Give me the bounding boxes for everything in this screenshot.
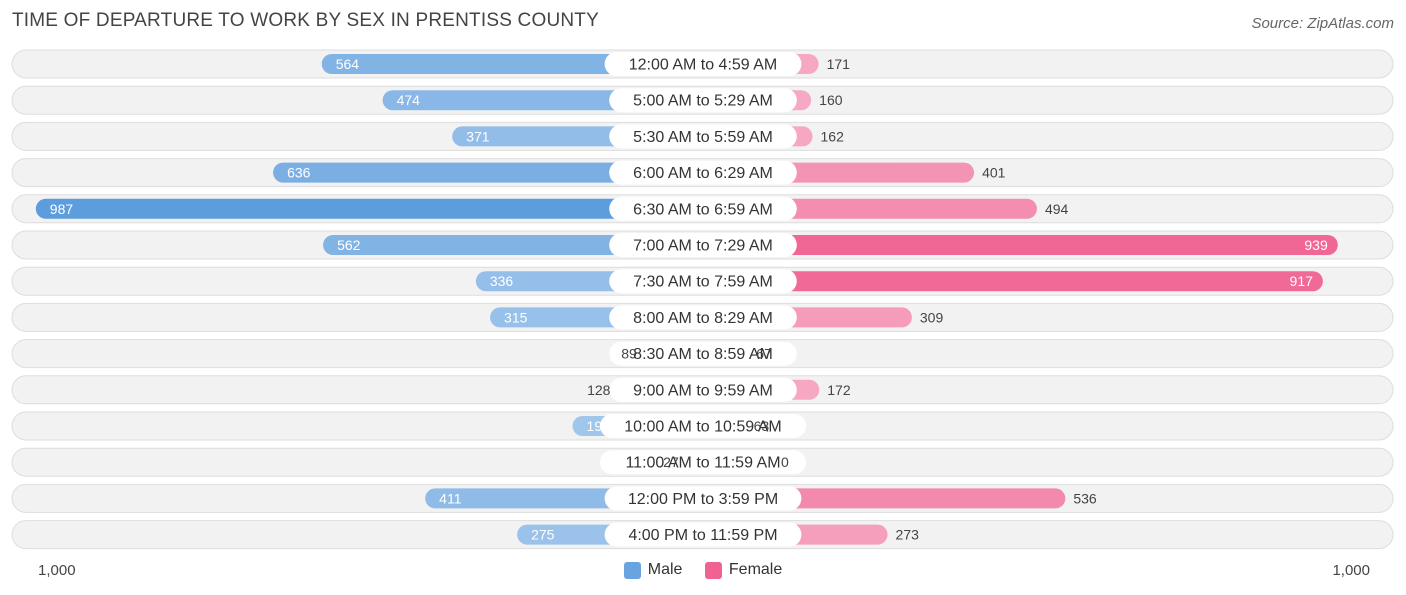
female-value-label: 162: [821, 128, 845, 144]
female-value-label: 67: [756, 346, 772, 362]
male-value-label: 315: [504, 309, 528, 325]
legend-male-label: Male: [647, 561, 683, 578]
category-label-pill: [600, 414, 806, 438]
category-label: 7:00 AM to 7:29 AM: [633, 238, 773, 255]
chart-row: 7:00 AM to 7:29 AM 562 939: [11, 230, 1394, 260]
bar-male: [35, 198, 703, 219]
category-label: 5:00 AM to 5:29 AM: [633, 93, 773, 110]
male-value-label: 636: [287, 165, 311, 181]
female-swatch: [704, 561, 722, 579]
bar-male: [273, 162, 703, 183]
chart-row: 8:00 AM to 8:29 AM 315 309: [11, 302, 1394, 332]
chart-row: 5:00 AM to 5:29 AM 474 160: [11, 85, 1394, 115]
category-label: 6:30 AM to 6:59 AM: [633, 201, 773, 218]
category-label: 5:30 AM to 5:59 AM: [633, 129, 773, 146]
male-swatch: [623, 561, 641, 579]
bar-female: [703, 271, 1323, 292]
category-label: 12:00 PM to 3:59 PM: [628, 491, 778, 508]
male-value-label: 193: [587, 418, 611, 434]
female-value-label: 917: [1290, 273, 1314, 289]
female-value-label: 160: [819, 92, 843, 108]
male-value-label: 411: [439, 490, 462, 506]
category-label-pill: [609, 341, 797, 366]
male-value-label: 27: [663, 454, 679, 470]
category-label-pill: [604, 522, 802, 547]
category-label-pill: [600, 450, 806, 475]
chart-row: 12:00 AM to 4:59 AM 564 171: [11, 49, 1394, 79]
chart-row: 7:30 AM to 7:59 AM 336 917: [11, 266, 1394, 296]
female-value-label: 536: [1073, 490, 1097, 506]
male-value-label: 987: [50, 201, 74, 217]
female-value-label: 172: [827, 382, 851, 398]
chart-row: 9:00 AM to 9:59 AM 128 172: [11, 375, 1394, 405]
female-value-label: 273: [896, 527, 920, 543]
male-value-label: 474: [397, 92, 421, 108]
female-value-label: 63: [754, 418, 770, 434]
source-label: Source: ZipAtlas.com: [1251, 15, 1394, 32]
female-value-label: 939: [1304, 237, 1328, 253]
male-value-label: 562: [337, 237, 361, 253]
category-label-pill: [609, 196, 797, 221]
chart-row: 5:30 AM to 5:59 AM 371 162: [11, 121, 1394, 151]
category-label-pill: [609, 377, 797, 402]
male-value-label: 275: [531, 527, 555, 543]
chart-row: 10:00 AM to 10:59 AM 193 63: [11, 411, 1394, 441]
bar-female: [703, 235, 1338, 255]
category-label-pill: [609, 160, 797, 185]
male-value-label: 336: [490, 273, 514, 289]
chart-title: TIME OF DEPARTURE TO WORK BY SEX IN PREN…: [12, 10, 599, 31]
legend-item-male: Male: [623, 561, 683, 579]
chart-row: 12:00 PM to 3:59 PM 411 536: [11, 483, 1394, 513]
bar-male: [323, 235, 703, 255]
category-label-pill: [609, 124, 797, 149]
category-label-pill: [609, 305, 797, 330]
legend-female-label: Female: [728, 561, 783, 578]
category-label: 8:30 AM to 8:59 AM: [633, 346, 773, 363]
category-label-pill: [604, 486, 802, 511]
axis-right-label: 1,000: [1332, 562, 1370, 579]
category-label: 9:00 AM to 9:59 AM: [633, 382, 773, 399]
chart-row: 6:30 AM to 6:59 AM 987 494: [11, 194, 1394, 224]
category-label: 10:00 AM to 10:59 AM: [624, 419, 781, 436]
female-value-label: 171: [827, 56, 851, 72]
diverging-bar-chart: 12:00 AM to 4:59 AM 564 171 5:00 AM to 5:29…: [11, 49, 1394, 550]
category-label: 6:00 AM to 6:29 AM: [633, 165, 773, 182]
category-label-pill: [609, 88, 797, 113]
category-label-pill: [604, 52, 802, 76]
category-label: 8:00 AM to 8:29 AM: [633, 310, 773, 327]
legend: Male Female: [0, 561, 1406, 584]
chart-row: 4:00 PM to 11:59 PM 275 273: [11, 520, 1394, 550]
chart-row: 6:00 AM to 6:29 AM 636 401: [11, 158, 1394, 188]
category-label: 4:00 PM to 11:59 PM: [628, 527, 777, 544]
category-label-pill: [609, 233, 797, 257]
legend-item-female: Female: [704, 561, 783, 579]
female-value-label: 309: [920, 309, 944, 325]
male-value-label: 89: [621, 346, 637, 362]
male-value-label: 564: [336, 56, 360, 72]
female-value-label: 494: [1045, 201, 1069, 217]
male-value-label: 371: [466, 128, 490, 144]
female-value-label: 401: [982, 165, 1006, 181]
male-value-label: 128: [587, 382, 611, 398]
category-label: 12:00 AM to 4:59 AM: [629, 57, 778, 74]
category-label-pill: [609, 269, 797, 294]
female-value-label: 0: [781, 454, 789, 470]
axis-left-label: 1,000: [38, 562, 76, 579]
category-label: 7:30 AM to 7:59 AM: [633, 274, 773, 291]
category-label: 11:00 AM to 11:59 AM: [625, 455, 780, 472]
